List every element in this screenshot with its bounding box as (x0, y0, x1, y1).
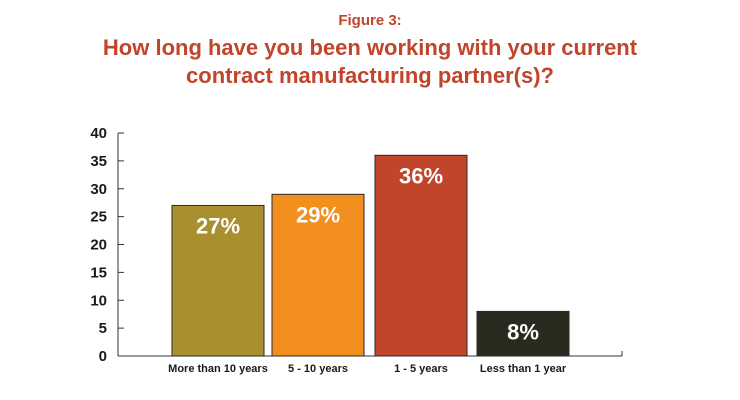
y-tick-label: 10 (90, 292, 107, 309)
figure-label: Figure 3: (338, 12, 402, 29)
y-tick-label: 25 (90, 209, 107, 226)
bar-data-label: 8% (507, 319, 539, 344)
x-category-label: More than 10 years (168, 363, 268, 375)
bar-data-label: 36% (399, 163, 443, 188)
bar (171, 204, 265, 357)
chart-title: How long have you been working with your… (102, 35, 638, 88)
y-tick-label: 40 (90, 125, 107, 142)
y-tick-label: 15 (90, 264, 107, 281)
y-tick-label: 0 (99, 348, 107, 365)
y-tick-label: 35 (90, 153, 107, 170)
bar (271, 193, 365, 357)
bar (476, 310, 570, 357)
y-tick-label: 20 (90, 237, 107, 254)
x-category-label: Less than 1 year (480, 363, 567, 375)
bar-data-label: 29% (296, 202, 340, 227)
y-tick-label: 5 (99, 320, 107, 337)
bar-data-label: 27% (196, 213, 240, 238)
y-tick-label: 30 (90, 181, 107, 198)
x-category-label: 1 - 5 years (394, 363, 448, 375)
chart-bars (171, 154, 570, 357)
bar (374, 154, 468, 357)
chart-labels: 27% More than 10 years 29% 5 - 10 years 36% 1… (168, 163, 567, 375)
x-category-label: 5 - 10 years (288, 363, 348, 375)
